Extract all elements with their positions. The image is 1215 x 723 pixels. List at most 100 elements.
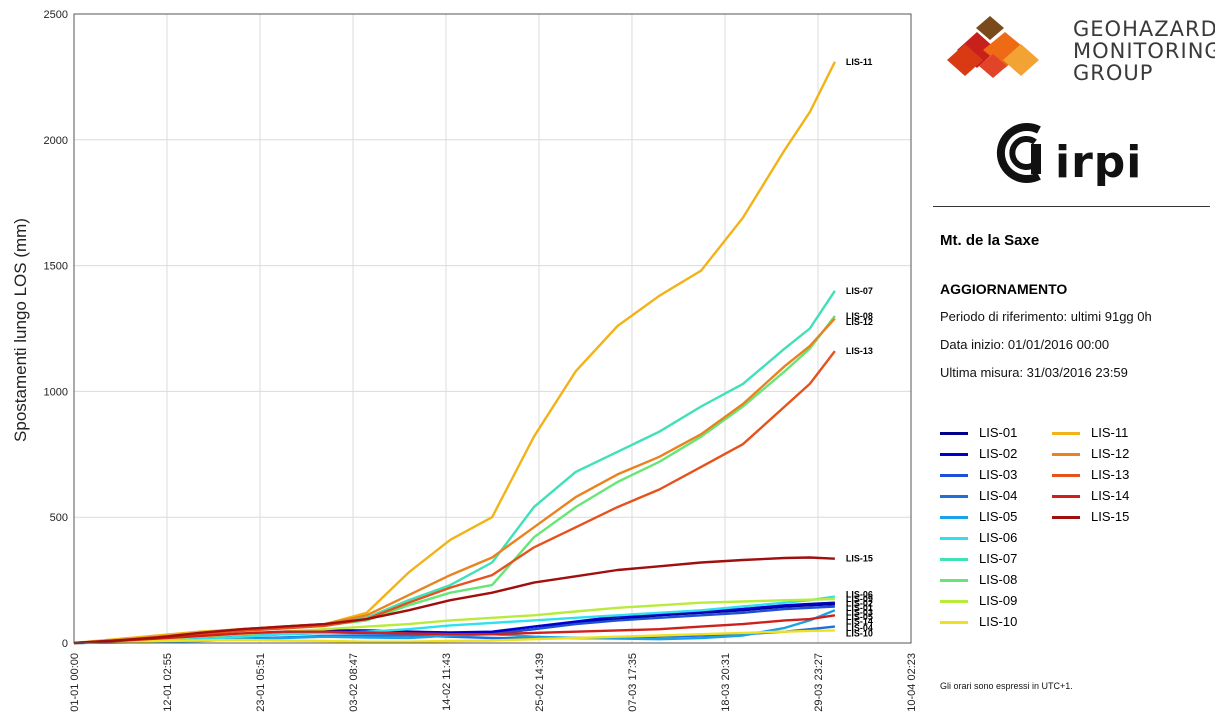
legend-swatch <box>940 432 968 436</box>
legend-label: LIS-11 <box>1091 425 1129 440</box>
y-axis-label: Spostamenti lungo LOS (mm) <box>11 218 30 442</box>
legend-label: LIS-09 <box>979 593 1018 608</box>
last-measure: Ultima misura: 31/03/2016 23:59 <box>940 365 1128 380</box>
x-tick-label: 23-01 05:51 <box>255 653 267 712</box>
logo-line-3: GROUP <box>1073 61 1154 85</box>
x-tick-label: 03-02 08:47 <box>348 653 360 712</box>
chart-legend: LIS-01 LIS-02 LIS-03 LIS-04 LIS-05 LIS-06 LIS-… <box>940 424 1210 634</box>
series-line-lis-14 <box>73 614 836 645</box>
legend-item-lis-03: LIS-03 <box>940 466 1017 484</box>
x-tick-label: 12-01 02:55 <box>162 653 174 712</box>
legend-swatch <box>1052 453 1080 457</box>
end-label-lis-15: LIS-15 <box>846 554 873 564</box>
legend-swatch <box>940 453 968 457</box>
end-label-lis-01: LIS-01 <box>846 603 873 613</box>
legend-label: LIS-08 <box>979 572 1018 587</box>
legend-item-lis-05: LIS-05 <box>940 508 1017 526</box>
x-tick-label: 10-04 02:23 <box>906 653 918 712</box>
series-line-lis-13 <box>73 350 836 645</box>
legend-item-lis-04: LIS-04 <box>940 487 1017 505</box>
end-label-lis-07: LIS-07 <box>846 286 873 296</box>
legend-swatch <box>940 600 968 604</box>
plot-frame <box>73 13 912 644</box>
station-name: Mt. de la Saxe <box>940 232 1040 249</box>
displacement-chart: 0 500 1000 1500 2000 2500 01-01 00:00 12-01 02… <box>11 9 918 712</box>
legend-item-lis-08: LIS-08 <box>940 571 1017 589</box>
legend-label: LIS-06 <box>979 530 1018 545</box>
divider <box>933 206 1210 207</box>
geohazard-logo-icon <box>947 16 1039 78</box>
legend-label: LIS-12 <box>1091 446 1130 461</box>
legend-item-lis-06: LIS-06 <box>940 529 1017 547</box>
chart-series <box>73 61 836 645</box>
legend-item-lis-01: LIS-01 <box>940 424 1017 442</box>
start-date: Data inizio: 01/01/2016 00:00 <box>940 337 1110 352</box>
end-label-lis-06: LIS-06 <box>846 590 873 600</box>
geohazard-group-name: GEOHAZARD MONITORING GROUP <box>1073 18 1215 84</box>
legend-label: LIS-01 <box>979 425 1018 440</box>
y-tick-label: 500 <box>50 512 68 524</box>
series-line-lis-12 <box>73 317 836 645</box>
y-tick-label: 1500 <box>44 261 68 273</box>
end-label-lis-14: LIS-14 <box>846 617 873 627</box>
series-line-lis-10 <box>73 629 835 645</box>
reference-period: Periodo di riferimento: ultimi 91gg 0h <box>940 309 1152 324</box>
legend-swatch <box>1052 474 1080 478</box>
legend-item-lis-11: LIS-11 <box>1052 424 1128 442</box>
update-heading: AGGIORNAMENTO <box>940 281 1068 297</box>
end-label-lis-13: LIS-13 <box>846 346 873 356</box>
info-panel: Mt. de la Saxe AGGIORNAMENTO Periodo di … <box>940 232 1210 393</box>
x-tick-label: 14-02 11:43 <box>441 653 453 711</box>
legend-label: LIS-14 <box>1091 488 1130 503</box>
y-tick-label: 0 <box>62 638 68 650</box>
legend-label: LIS-13 <box>1091 467 1130 482</box>
legend-label: LIS-04 <box>979 488 1018 503</box>
y-tick-label: 1000 <box>44 386 68 398</box>
logo-line-2: MONITORING <box>1073 39 1215 63</box>
timezone-note: Gli orari sono espressi in UTC+1. <box>940 681 1073 691</box>
legend-label: LIS-10 <box>979 614 1018 629</box>
legend-label: LIS-07 <box>979 551 1018 566</box>
series-line-lis-11 <box>73 61 836 645</box>
legend-label: LIS-02 <box>979 446 1018 461</box>
end-label-lis-03: LIS-03 <box>846 608 873 618</box>
x-tick-label: 01-01 00:00 <box>69 653 81 712</box>
legend-swatch <box>1052 432 1080 436</box>
x-tick-label: 25-02 14:39 <box>534 653 546 712</box>
legend-label: LIS-03 <box>979 467 1018 482</box>
legend-item-lis-12: LIS-12 <box>1052 445 1129 463</box>
legend-label: LIS-05 <box>979 509 1018 524</box>
series-line-lis-06 <box>73 595 836 645</box>
x-tick-label: 07-03 17:35 <box>627 653 639 712</box>
x-tick-label: 29-03 23:27 <box>813 653 825 712</box>
end-label-lis-02: LIS-02 <box>846 599 873 609</box>
y-tick-label: 2000 <box>44 135 68 147</box>
irpi-logo-icon <box>996 123 1041 183</box>
legend-item-lis-15: LIS-15 <box>1052 508 1129 526</box>
end-label-lis-09: LIS-09 <box>846 594 873 604</box>
legend-swatch <box>940 558 968 562</box>
legend-label: LIS-15 <box>1091 509 1130 524</box>
end-label-lis-08: LIS-08 <box>846 311 873 321</box>
end-label-lis-12: LIS-12 <box>846 317 873 327</box>
legend-swatch <box>940 516 968 520</box>
legend-item-lis-07: LIS-07 <box>940 550 1017 568</box>
legend-swatch <box>940 621 968 625</box>
legend-item-lis-10: LIS-10 <box>940 613 1017 631</box>
series-line-lis-08 <box>73 315 836 645</box>
legend-item-lis-02: LIS-02 <box>940 445 1017 463</box>
end-label-lis-10: LIS-10 <box>846 628 873 638</box>
end-label-lis-05: LIS-05 <box>846 612 873 622</box>
end-label-lis-11: LIS-11 <box>846 57 873 67</box>
series-line-lis-15 <box>73 556 835 645</box>
end-label-lis-04: LIS-04 <box>846 623 873 633</box>
series-line-lis-07 <box>73 290 836 645</box>
x-tick-label: 18-03 20:31 <box>720 653 732 712</box>
legend-item-lis-14: LIS-14 <box>1052 487 1129 505</box>
y-axis-ticks: 0 500 1000 1500 2000 2500 <box>44 9 68 650</box>
y-tick-label: 2500 <box>44 9 68 21</box>
legend-item-lis-13: LIS-13 <box>1052 466 1129 484</box>
x-axis-ticks: 01-01 00:00 12-01 02:55 23-01 05:51 03-02 0… <box>69 653 918 712</box>
chart-grid <box>73 13 912 644</box>
